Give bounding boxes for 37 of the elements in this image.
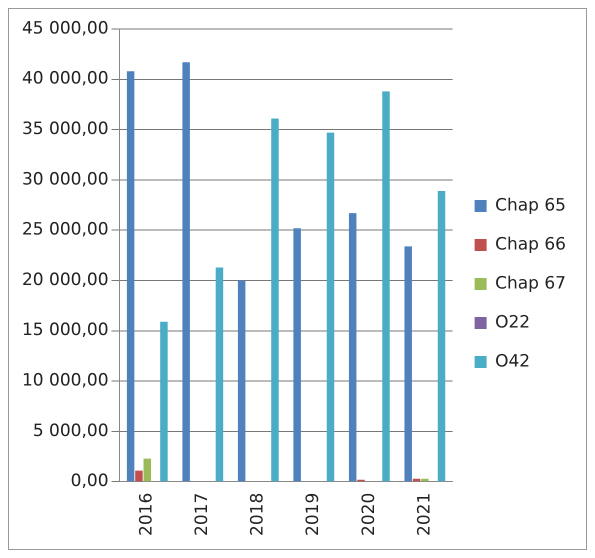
x-tick-label: 2017: [192, 492, 212, 536]
bar: [348, 213, 356, 482]
y-tick-label: 5 000,00: [32, 420, 109, 441]
bar: [326, 132, 334, 482]
x-tick-label: 2021: [414, 492, 434, 536]
y-tick-label: 30 000,00: [22, 169, 109, 190]
bar: [271, 118, 279, 482]
bar: [182, 62, 190, 482]
bar: [238, 280, 246, 482]
y-tick-label: 40 000,00: [22, 68, 109, 89]
y-tick-label: 25 000,00: [22, 220, 109, 240]
legend-label: Chap 66: [495, 234, 566, 254]
bar: [126, 71, 134, 482]
y-tick-label: 15 000,00: [22, 320, 109, 340]
y-tick-label: 45 000,00: [22, 18, 109, 38]
bar: [216, 267, 224, 482]
bar: [438, 190, 446, 482]
bar: [135, 470, 143, 482]
x-tick-label: 2020: [358, 492, 379, 536]
bar: [421, 478, 429, 482]
legend-label: Chap 67: [495, 273, 566, 294]
bar: [404, 246, 412, 482]
y-tick-label: 20 000,00: [22, 270, 109, 290]
bar: [382, 91, 390, 482]
x-tick-label: 2016: [136, 492, 157, 536]
legend-label: O22: [495, 312, 530, 332]
y-tick-label: 10 000,00: [22, 370, 109, 391]
legend-label: O42: [495, 351, 530, 372]
bar: [293, 228, 301, 482]
bar: [160, 322, 168, 482]
y-tick-label: 35 000,00: [22, 119, 109, 140]
bar: [144, 458, 152, 482]
legend-label: Chap 65: [495, 195, 566, 216]
x-tick-label: 2019: [303, 492, 324, 536]
y-tick-label: 0,00: [70, 471, 109, 492]
bar: [412, 478, 420, 482]
x-tick-label: 2018: [248, 492, 268, 536]
